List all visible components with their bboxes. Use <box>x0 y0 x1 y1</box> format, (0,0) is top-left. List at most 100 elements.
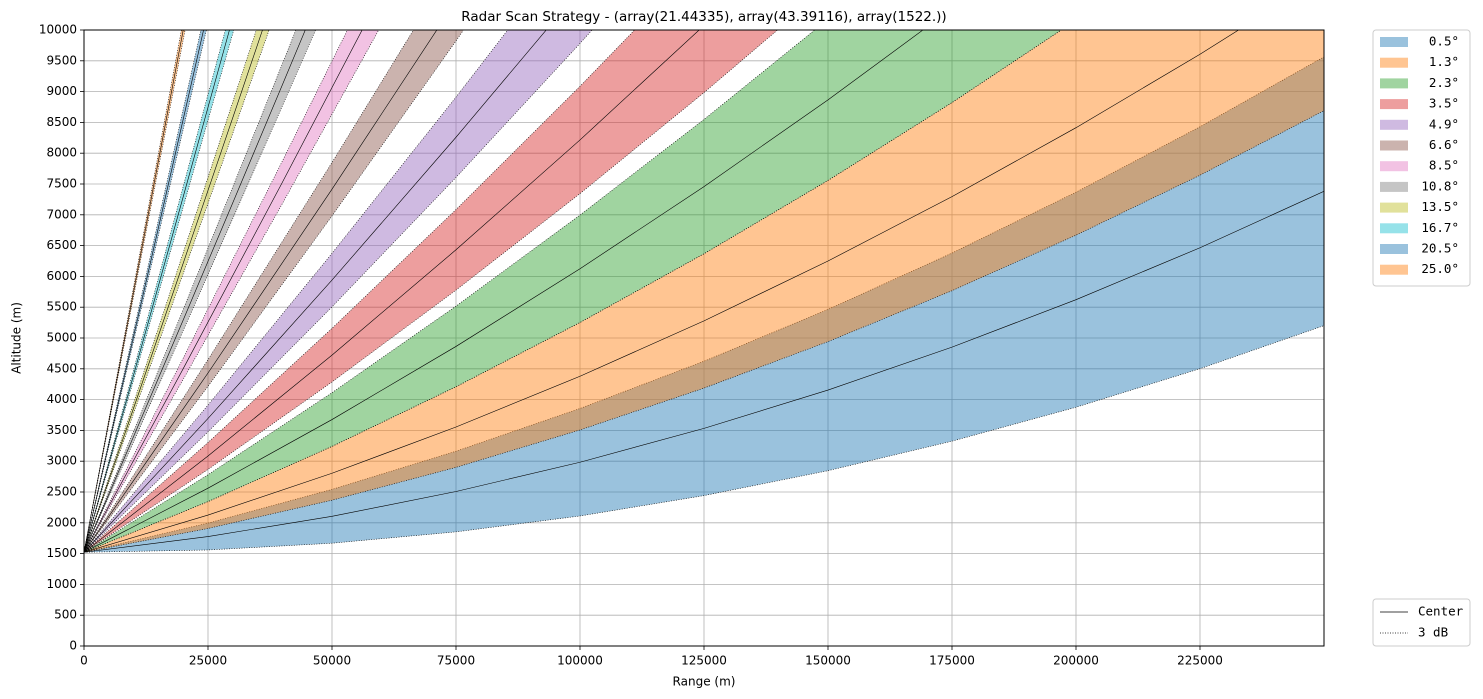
beam-3db-line <box>84 30 182 553</box>
legend-label: 0.5° <box>1429 34 1459 49</box>
x-tick-label: 125000 <box>681 654 727 668</box>
beam-center-line <box>84 30 263 553</box>
x-tick-label: 100000 <box>557 654 603 668</box>
beam-center-line <box>84 30 700 553</box>
legend-label: 25.0° <box>1421 261 1459 276</box>
beam-center-line <box>84 30 547 553</box>
legend-swatch <box>1380 57 1408 68</box>
beam-3db-line <box>84 110 1324 553</box>
beam-3db-line <box>84 30 270 553</box>
legend-label: 3 dB <box>1418 625 1448 640</box>
beam-band <box>84 30 270 553</box>
beam-center-line <box>84 190 1324 553</box>
beam-band <box>84 30 464 553</box>
y-tick-label: 2500 <box>46 485 77 499</box>
beam-3db-line <box>84 30 464 553</box>
legend-swatch <box>1380 202 1408 213</box>
x-tick-label: 150000 <box>805 654 851 668</box>
y-tick-label: 3500 <box>46 423 77 437</box>
legend-swatch <box>1380 78 1408 89</box>
beam-3db-line <box>84 30 297 553</box>
beam-band <box>84 30 1324 553</box>
beam-center-line <box>84 30 1240 553</box>
x-tick-label: 175000 <box>929 654 975 668</box>
legend-swatch <box>1380 223 1408 234</box>
beam-3db-line <box>84 30 186 553</box>
beam-3db-line <box>84 30 414 553</box>
beam-3db-line <box>84 30 509 553</box>
legend-swatch <box>1380 119 1408 130</box>
y-tick-label: 1000 <box>46 577 77 591</box>
beam-center-line <box>84 30 204 553</box>
y-tick-label: 6500 <box>46 238 77 252</box>
beam-3db-line <box>84 56 1324 553</box>
beam-3db-line <box>84 30 348 553</box>
beam-center-line <box>84 30 924 553</box>
beam-band <box>84 56 1324 553</box>
beam-band <box>84 30 593 553</box>
y-tick-label: 8500 <box>46 115 77 129</box>
beam-center-line <box>84 30 230 553</box>
beam-3db-line <box>84 30 257 553</box>
y-tick-label: 500 <box>54 608 77 622</box>
x-tick-label: 225000 <box>1177 654 1223 668</box>
legend-label: 1.3° <box>1429 54 1459 69</box>
beam-band <box>84 30 778 553</box>
legend: 0.5° 1.3° 2.3° 3.5° 4.9° 6.6° 8.5° 10.8° 13.5° 16… <box>1380 34 1464 640</box>
legend-swatch <box>1380 99 1408 110</box>
beam-3db-line <box>84 30 779 553</box>
y-tick-label: 9000 <box>46 84 77 98</box>
x-tick-label: 0 <box>80 654 88 668</box>
beam-3db-line <box>84 30 636 553</box>
x-tick-label: 200000 <box>1053 654 1099 668</box>
y-tick-label: 4500 <box>46 361 77 375</box>
y-tick-label: 0 <box>69 639 77 653</box>
beam-3db-line <box>84 325 1324 553</box>
beam-center-line <box>84 30 306 553</box>
x-tick-label: 25000 <box>189 654 227 668</box>
legend-swatch <box>1380 140 1408 151</box>
beam-3db-line <box>84 30 207 553</box>
legend-label: 8.5° <box>1429 158 1459 173</box>
legend-swatch <box>1380 244 1408 254</box>
legend-label: Center <box>1418 604 1464 619</box>
beam-3db-line <box>84 30 816 553</box>
legend-label: 3.5° <box>1429 96 1459 111</box>
beam-center-line <box>84 30 438 553</box>
legend-swatch <box>1380 161 1408 172</box>
legend-swatch <box>1380 264 1408 275</box>
legend-label: 6.6° <box>1429 137 1459 152</box>
beam-3db-line <box>84 30 1062 553</box>
legend-label: 2.3° <box>1429 75 1459 90</box>
y-tick-label: 1500 <box>46 546 77 560</box>
legend-label: 16.7° <box>1421 220 1459 235</box>
beam-center-line <box>84 30 363 553</box>
y-tick-label: 8000 <box>46 146 77 160</box>
legend-label: 20.5° <box>1421 241 1459 256</box>
y-tick-label: 6000 <box>46 269 77 283</box>
legend-label: 4.9° <box>1429 116 1459 131</box>
legend-swatch <box>1380 181 1408 192</box>
x-tick-label: 75000 <box>437 654 475 668</box>
y-axis-label: Altitude (m) <box>10 302 24 374</box>
legend-label: 10.8° <box>1421 178 1459 193</box>
chart-title: Radar Scan Strategy - (array(21.44335), … <box>461 9 946 25</box>
y-tick-label: 3000 <box>46 454 77 468</box>
y-tick-label: 4000 <box>46 392 77 406</box>
beam-center-line <box>84 30 184 553</box>
beam-band <box>84 30 316 553</box>
beam-band <box>84 30 379 553</box>
x-tick-label: 50000 <box>313 654 351 668</box>
legend-swatch <box>1380 37 1408 47</box>
y-tick-label: 10000 <box>39 23 77 37</box>
axes: 0 500 1000 1500 2000 2500 3000 3500 4000 4500 5000… <box>39 23 1223 668</box>
y-tick-label: 5500 <box>46 300 77 314</box>
y-tick-label: 7500 <box>46 177 77 191</box>
beam-3db-line <box>84 30 202 553</box>
beam-3db-line <box>84 30 316 553</box>
x-axis-label: Range (m) <box>673 675 736 689</box>
line-legend-box <box>1372 598 1471 647</box>
legend-label: 13.5° <box>1421 199 1459 214</box>
